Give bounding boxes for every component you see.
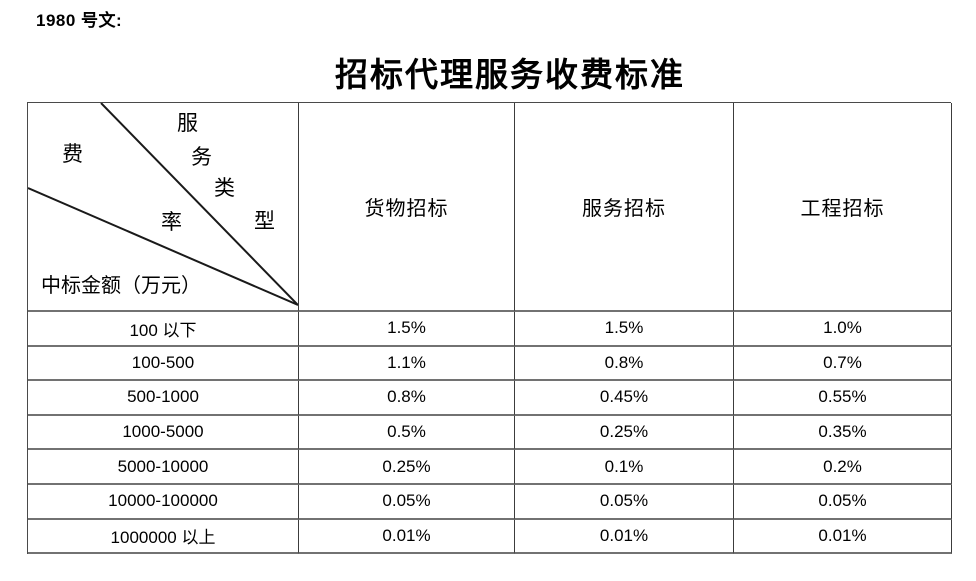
row-label: 500-1000 [28,381,299,416]
column-header-engineering: 工程招标 [734,103,952,312]
table-corner-cell: 服 费 务 类 率 型 中标金额（万元） [28,103,299,312]
table-cell: 0.2% [734,450,952,485]
fee-standard-table: 服 费 务 类 率 型 中标金额（万元） 货物招标 服务招标 工程招标 100 … [27,102,952,555]
table-cell: 1.5% [299,312,515,347]
service-type-char-4: 型 [254,209,275,233]
service-type-char-1: 服 [177,111,198,135]
rate-char: 率 [161,210,182,234]
row-label: 5000-10000 [28,450,299,485]
table-cell: 1.0% [734,312,952,347]
table-cell: 0.1% [515,450,734,485]
table-cell: 0.01% [515,519,734,555]
table-cell: 0.01% [734,519,952,555]
service-type-char-2: 务 [191,145,212,169]
service-type-char-3: 类 [214,176,235,200]
diagonal-lines [28,103,298,306]
column-header-services: 服务招标 [515,103,734,312]
table-cell: 0.01% [299,519,515,555]
page-title: 招标代理服务收费标准 [335,58,685,94]
amount-axis-label: 中标金额（万元） [41,275,201,297]
row-label: 10000-100000 [28,484,299,520]
table-cell: 0.05% [515,484,734,520]
table-cell: 0.8% [299,381,515,416]
table-cell: 0.8% [515,346,734,382]
row-label: 1000-5000 [28,415,299,451]
table-cell: 0.05% [734,484,952,520]
table-cell: 1.1% [299,346,515,382]
row-label: 1000000 以上 [28,519,299,555]
table-cell: 0.35% [734,415,952,451]
table-cell: 0.5% [299,415,515,451]
table-cell: 0.45% [515,381,734,416]
row-label: 100 以下 [28,312,299,347]
table-cell: 1.5% [515,312,734,347]
table-cell: 0.7% [734,346,952,382]
fee-char: 费 [62,142,83,166]
table-cell: 0.55% [734,381,952,416]
column-header-goods: 货物招标 [299,103,515,312]
table-cell: 0.25% [515,415,734,451]
doc-number-label: 1980 号文: [36,11,123,30]
table-cell: 0.25% [299,450,515,485]
table-cell: 0.05% [299,484,515,520]
row-label: 100-500 [28,346,299,382]
